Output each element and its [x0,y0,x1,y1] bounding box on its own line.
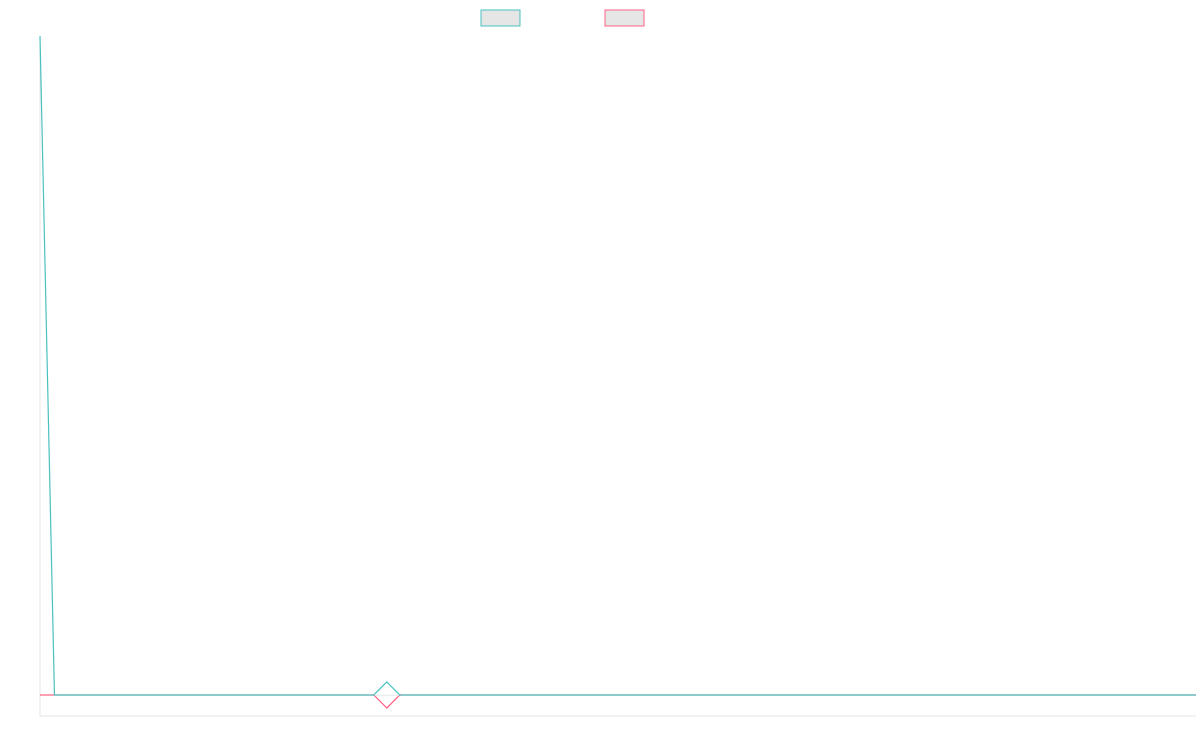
chart-axes [39,36,1196,717]
legend-swatch-2[interactable] [604,9,645,27]
series-layer [39,35,1196,696]
hover-point-series-1 [372,681,402,696]
series-line-1 [39,35,1196,696]
legend-swatch-1[interactable] [480,9,521,27]
hover-point-series-2 [372,694,402,709]
hover-marker-layer [372,681,402,709]
legend[interactable] [480,9,645,27]
